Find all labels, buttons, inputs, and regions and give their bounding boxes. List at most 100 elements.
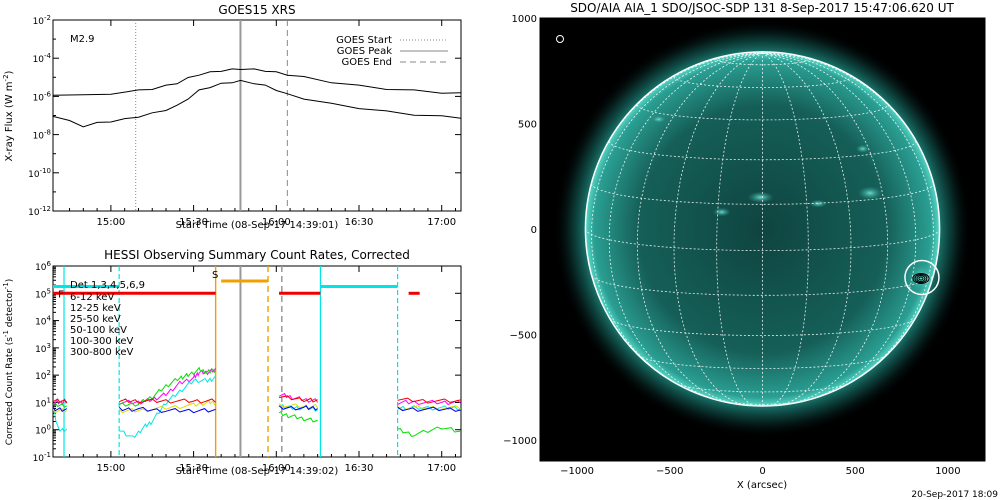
longitude-line [762,52,917,402]
aia-legend-circle-marker [556,35,564,43]
active-region [747,191,774,204]
hessi-title: HESSI Observing Summary Count Rates, Cor… [104,248,410,262]
longitude-line [608,52,763,402]
aia-title: SDO/AIA AIA_1 SDO/JSOC-SDP 131 8-Sep-201… [570,1,954,15]
aia-image-panel: SDO/AIA AIA_1 SDO/JSOC-SDP 131 8-Sep-201… [503,1,998,500]
goes-y-tick-label-exp: -6 [44,90,52,98]
hessi-legend-label: 300-800 keV [70,347,134,358]
rhessi-contour [916,274,926,282]
hessi-y-tick-label-exp: 0 [47,424,51,432]
hessi-legend-label: 25-50 keV [70,314,121,325]
aia-y-tick-label: 500 [518,119,537,130]
latitude-line [608,141,917,161]
goes-legend-label: GOES Start [336,35,392,46]
latitude-line [673,76,852,88]
hessi-count-rate-plot: HESSI Observing Summary Count Rates, Cor… [2,248,462,477]
hessi-y-tick-label: 10-1 [33,451,51,464]
aia-y-tick-label: −1000 [503,436,537,447]
latitude-line [585,228,940,251]
hessi-x-tick-label: 16:30 [345,463,374,474]
goes-series-line-1 [53,79,461,128]
hessi-series-line [118,366,217,407]
aia-x-label: X (arcsec) [737,480,787,491]
hessi-series-line [278,411,318,423]
hessi-flags: FS [53,270,420,300]
hessi-y-tick-label-base: 10 [35,263,47,273]
goes-y-tick-label: 10-12 [28,205,51,218]
active-region [855,144,870,153]
hessi-x-label: Start Time (08-Sep-17 14:39:02) [176,466,339,477]
hessi-y-tick-label-base: 10 [35,345,47,355]
hessi-legend-label: 50-100 keV [70,325,127,336]
aia-x-tick-label: 1000 [935,466,960,477]
hessi-y-tick-label: 104 [35,315,51,328]
hessi-series-line [119,398,216,404]
goes-time-markers [135,20,288,211]
hessi-y-tick-label-base: 10 [33,454,45,464]
hessi-series-line [119,375,217,439]
aia-flare-circle [904,259,940,296]
active-region [857,186,883,200]
hessi-series-line [397,406,461,412]
goes-y-tick-label-base: 10 [33,17,45,27]
hessi-series-line [278,403,319,410]
goes-x-tick-label: 15:00 [96,217,125,228]
hessi-y-tick-label-exp: 6 [47,260,52,268]
hessi-y-tick-label: 105 [35,287,51,300]
latitude-line [591,275,934,296]
aia-x-tick-label: −1000 [560,466,594,477]
hessi-series-line [397,426,461,437]
goes-series [53,68,461,128]
hessi-vertical-lines [63,266,399,457]
goes-y-tick-label-base: 10 [33,93,45,103]
goes-legend-label: GOES End [342,57,392,68]
hessi-legend-label: 100-300 keV [70,336,134,347]
hessi-series-line [53,406,68,412]
hessi-y-tick-label-base: 10 [35,427,47,437]
hessi-x-tick-label: 15:00 [96,463,125,474]
goes-title: GOES15 XRS [218,3,295,17]
goes-y-tick-label-exp: -8 [44,129,51,137]
hessi-series-line [53,409,68,433]
goes-flare-class: M2.9 [70,34,95,45]
aia-y-tick-label: −500 [510,330,537,341]
hessi-series-line [397,405,461,411]
goes-y-tick-label: 10-6 [33,90,52,103]
goes-y-tick-label-exp: -2 [44,14,51,22]
hessi-y-tick-label: 106 [35,260,51,273]
aia-x-tick-label: 500 [846,466,865,477]
hessi-y-tick-label-exp: -1 [44,451,51,459]
aia-x-tick-label: −500 [656,466,683,477]
active-region [712,207,731,217]
rhessi-contour [918,276,924,281]
rhessi-contour [912,272,930,284]
hessi-series-line [278,404,318,412]
hessi-y-tick-label: 103 [35,342,51,355]
hessi-y-tick-label-exp: 4 [47,315,52,323]
latitude-line [636,104,889,121]
goes-series-line-0 [53,68,461,96]
goes-y-tick-label: 10-4 [33,52,52,65]
hessi-legend-label: 12-25 keV [70,303,121,314]
aia-y-tick-label: 1000 [512,14,537,25]
goes-y-tick-label: 10-8 [33,129,51,142]
flare-markers [904,259,940,296]
longitude-line [716,52,763,407]
active-region [651,115,666,123]
goes-x-tick-label: 15:30 [179,217,208,228]
goes-x-tick-label: 16:30 [345,217,374,228]
solar-limb [584,51,941,407]
goes-y-tick-label-exp: -10 [40,167,51,175]
hessi-detectors: Det 1,3,4,5,6,9 [70,280,145,291]
aia-x-ticks: −1000 −500 0 500 1000 [560,455,961,477]
longitude-line [673,52,763,406]
hessi-y-tick-label-base: 10 [35,372,47,382]
goes-x-tick-label: 17:00 [427,217,456,228]
hessi-series-line [118,406,216,414]
hessi-series [53,366,461,439]
